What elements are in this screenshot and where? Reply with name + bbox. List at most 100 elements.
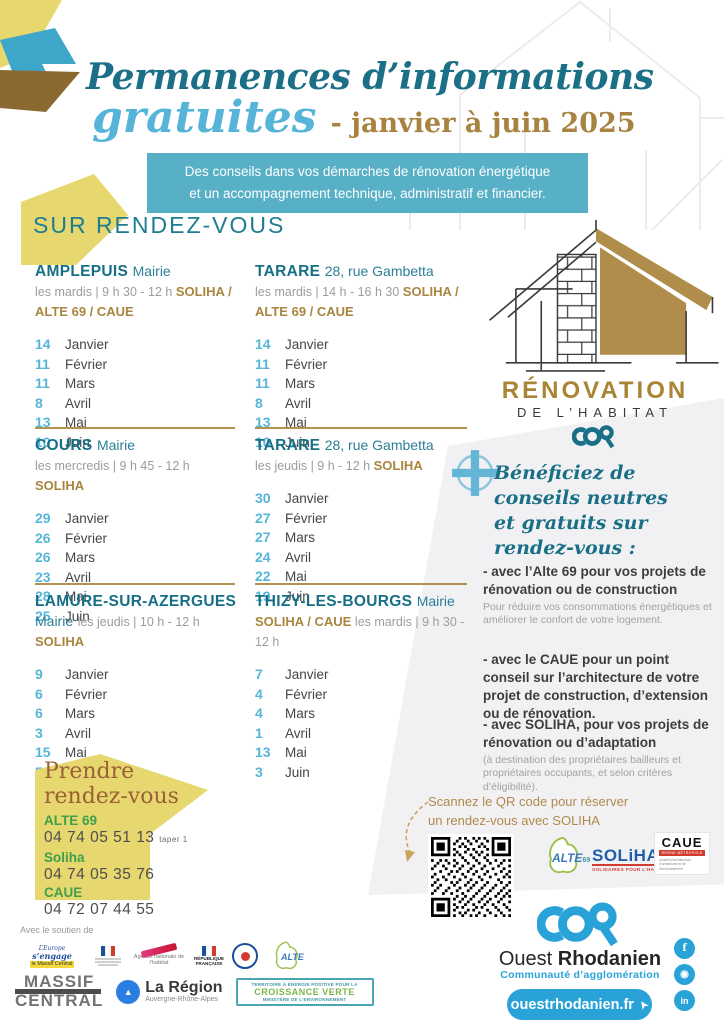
caue-logo-bar: RHÔNE MÉTROPOLE	[659, 850, 705, 856]
divider-rule	[35, 427, 235, 429]
location-place: Mairie	[35, 613, 74, 629]
banner-line-2: et un accompagnement technique, administ…	[189, 185, 546, 201]
page-title-highlight: gratuites	[92, 92, 317, 143]
gouvernement-logo	[91, 946, 125, 966]
europe-logo: L’Europe s’engage le Massif Central	[20, 944, 84, 968]
massif-central-logo: MASSIF CENTRAL	[15, 972, 104, 1010]
date-row: 14 Janvier	[35, 336, 109, 352]
contact-entry: ALTE 69 04 74 05 51 13 taper 1	[44, 812, 188, 849]
location-orgs: SOLIHA / ALTE 69 / CAUE	[35, 284, 232, 319]
contact-title-line1: Prendre	[44, 759, 135, 784]
location-place: 28, rue Gambetta	[324, 263, 434, 279]
region-aura-logo: ▲ La Région Auvergne-Rhône-Alpes	[116, 979, 223, 1004]
instagram-icon[interactable]: ◉	[674, 964, 695, 985]
page-title: Permanences d’informations	[86, 56, 654, 98]
alte-logo-text: ALTE	[552, 851, 583, 865]
alte-map-icon	[549, 836, 579, 874]
section-heading-decoration	[21, 174, 128, 265]
date-row: 25 Juin	[35, 607, 90, 624]
plus-icon	[452, 450, 498, 496]
linkedin-icon[interactable]: in	[674, 990, 695, 1011]
date-row: 24 Avril	[255, 548, 312, 565]
location-place: Mairie	[132, 263, 171, 279]
caue-logo: CAUE RHÔNE MÉTROPOLE conseil d’architect…	[655, 833, 709, 875]
facebook-icon[interactable]: f	[674, 938, 695, 959]
page-title-period: - janvier à juin 2025	[330, 108, 636, 139]
date-row: 11 Mars	[255, 375, 315, 391]
date-row: 26 Février	[35, 529, 108, 546]
date-row: 1 Avril	[255, 724, 312, 741]
contact-list: ALTE 69 04 74 05 51 13 taper 1 Soliha 04…	[44, 812, 188, 919]
location-name: LAMURE-SUR-AZERGUES	[35, 593, 237, 610]
date-row: 4 Mars	[255, 705, 315, 721]
qr-instruction-line2: un rendez-vous avec SOLIHA	[428, 812, 600, 828]
date-row: 28 Mai	[35, 588, 87, 604]
date-row: 6 Février	[35, 685, 108, 702]
date-row: 4 Février	[255, 685, 328, 702]
caue-logo-text: CAUE	[661, 835, 703, 850]
website-button[interactable]: ouestrhodanien.fr ➤	[507, 989, 652, 1020]
date-row: 30 Janvier	[255, 490, 329, 506]
location-place: Mairie	[96, 437, 136, 453]
date-row: 26 Mars	[35, 549, 95, 565]
date-row: 11 Février	[255, 355, 328, 372]
supporter-logos-row2: MASSIF CENTRAL ▲ La Région Auvergne-Rhôn…	[15, 972, 374, 1010]
location-orgs: SOLIHA / ALTE 69 / CAUE	[255, 284, 459, 319]
date-row: 15 Mai	[35, 744, 87, 760]
qr-code[interactable]	[428, 834, 514, 920]
soliha-logo-tagline: SOLIDAIRES POUR L’HABITAT	[592, 864, 670, 872]
location-place: 28, rue Gambetta	[324, 437, 434, 453]
date-list: 14 Janvier 11 Février 11 Mars 8 Avril 13 Mai …	[255, 335, 467, 452]
location-orgs: SOLIHA / CAUE	[255, 614, 355, 629]
renovation-house-illustration	[489, 220, 719, 372]
contact-label: ALTE 69	[44, 813, 98, 828]
date-row: 10 Juin	[255, 433, 310, 450]
location-orgs: SOLIHA	[35, 634, 85, 649]
location-schedule: les jeudis | 9 h - 12 h	[255, 459, 374, 473]
contact-phone: 04 74 05 51 13 taper 1	[44, 829, 188, 846]
region-mountain-icon: ▲	[116, 979, 141, 1004]
benefit-lead: - avec le CAUE pour un point conseil sur…	[483, 652, 709, 721]
cor-logo-large	[537, 902, 618, 947]
date-row: 6 Mars	[35, 705, 95, 721]
renovation-subtitle: DE L’HABITAT	[516, 405, 674, 420]
alte-logo-number: 69	[582, 857, 591, 864]
benefit-note: (à destination des propriétaires bailleu…	[483, 753, 681, 793]
date-row: 27 Février	[255, 509, 328, 526]
supporter-logos-row1: L’Europe s’engage le Massif Central Agen…	[20, 937, 309, 975]
seal-logo	[232, 943, 258, 969]
contact-yellow-shape	[35, 754, 208, 900]
date-row: 3 Juin	[255, 763, 310, 780]
date-row: 11 Février	[35, 355, 108, 372]
location-schedule: les mardis | 9 h 30 - 12 h	[255, 615, 465, 649]
date-row: 13 Mai	[35, 414, 87, 430]
alte-map-icon	[275, 941, 298, 969]
date-row: 27 Mars	[255, 529, 315, 545]
cor-logo-small	[572, 425, 615, 449]
divider-rule	[255, 583, 467, 585]
alte-logo: ALTE69	[538, 836, 590, 881]
contact-label: CAUE	[44, 885, 83, 900]
qr-instruction-line1: Scannez le QR code pour réserver	[428, 794, 629, 809]
soliha-logo: SOLiHA SOLIDAIRES POUR L’HABITAT	[592, 847, 670, 872]
date-row: 9 Janvier	[35, 666, 109, 682]
benefit-note: Pour réduire vos consommations énergétiq…	[483, 600, 712, 627]
benefit-item-soliha: - avec SOLIHA, pour vos projets de rénov…	[483, 716, 723, 794]
date-row: 13 Mai	[255, 414, 307, 430]
location-name: TARARE	[255, 437, 321, 454]
date-row: 8 Avril	[35, 394, 92, 411]
location-block-lamure: LAMURE-SUR-AZERGUES Mairie les jeudis | …	[35, 592, 250, 782]
date-row: 29 Janvier	[35, 510, 109, 526]
date-row: 13 Mai	[255, 744, 307, 760]
contact-entry: CAUE 04 72 07 44 55	[44, 884, 188, 919]
anah-logo: Agence nationale de l’habitat	[132, 942, 186, 966]
date-row: 7 Janvier	[255, 666, 329, 682]
location-block-tarare-mardis: TARARE 28, rue Gambetta les mardis | 14 …	[255, 262, 467, 452]
benefit-item-caue: - avec le CAUE pour un point conseil sur…	[483, 651, 715, 723]
renovation-title: RÉNOVATION	[501, 377, 689, 404]
cursor-icon: ➤	[637, 997, 652, 1012]
website-url: ouestrhodanien.fr	[510, 996, 634, 1013]
alte-logo-small: ALTE	[265, 940, 309, 972]
dashed-arrow-icon	[405, 801, 429, 862]
